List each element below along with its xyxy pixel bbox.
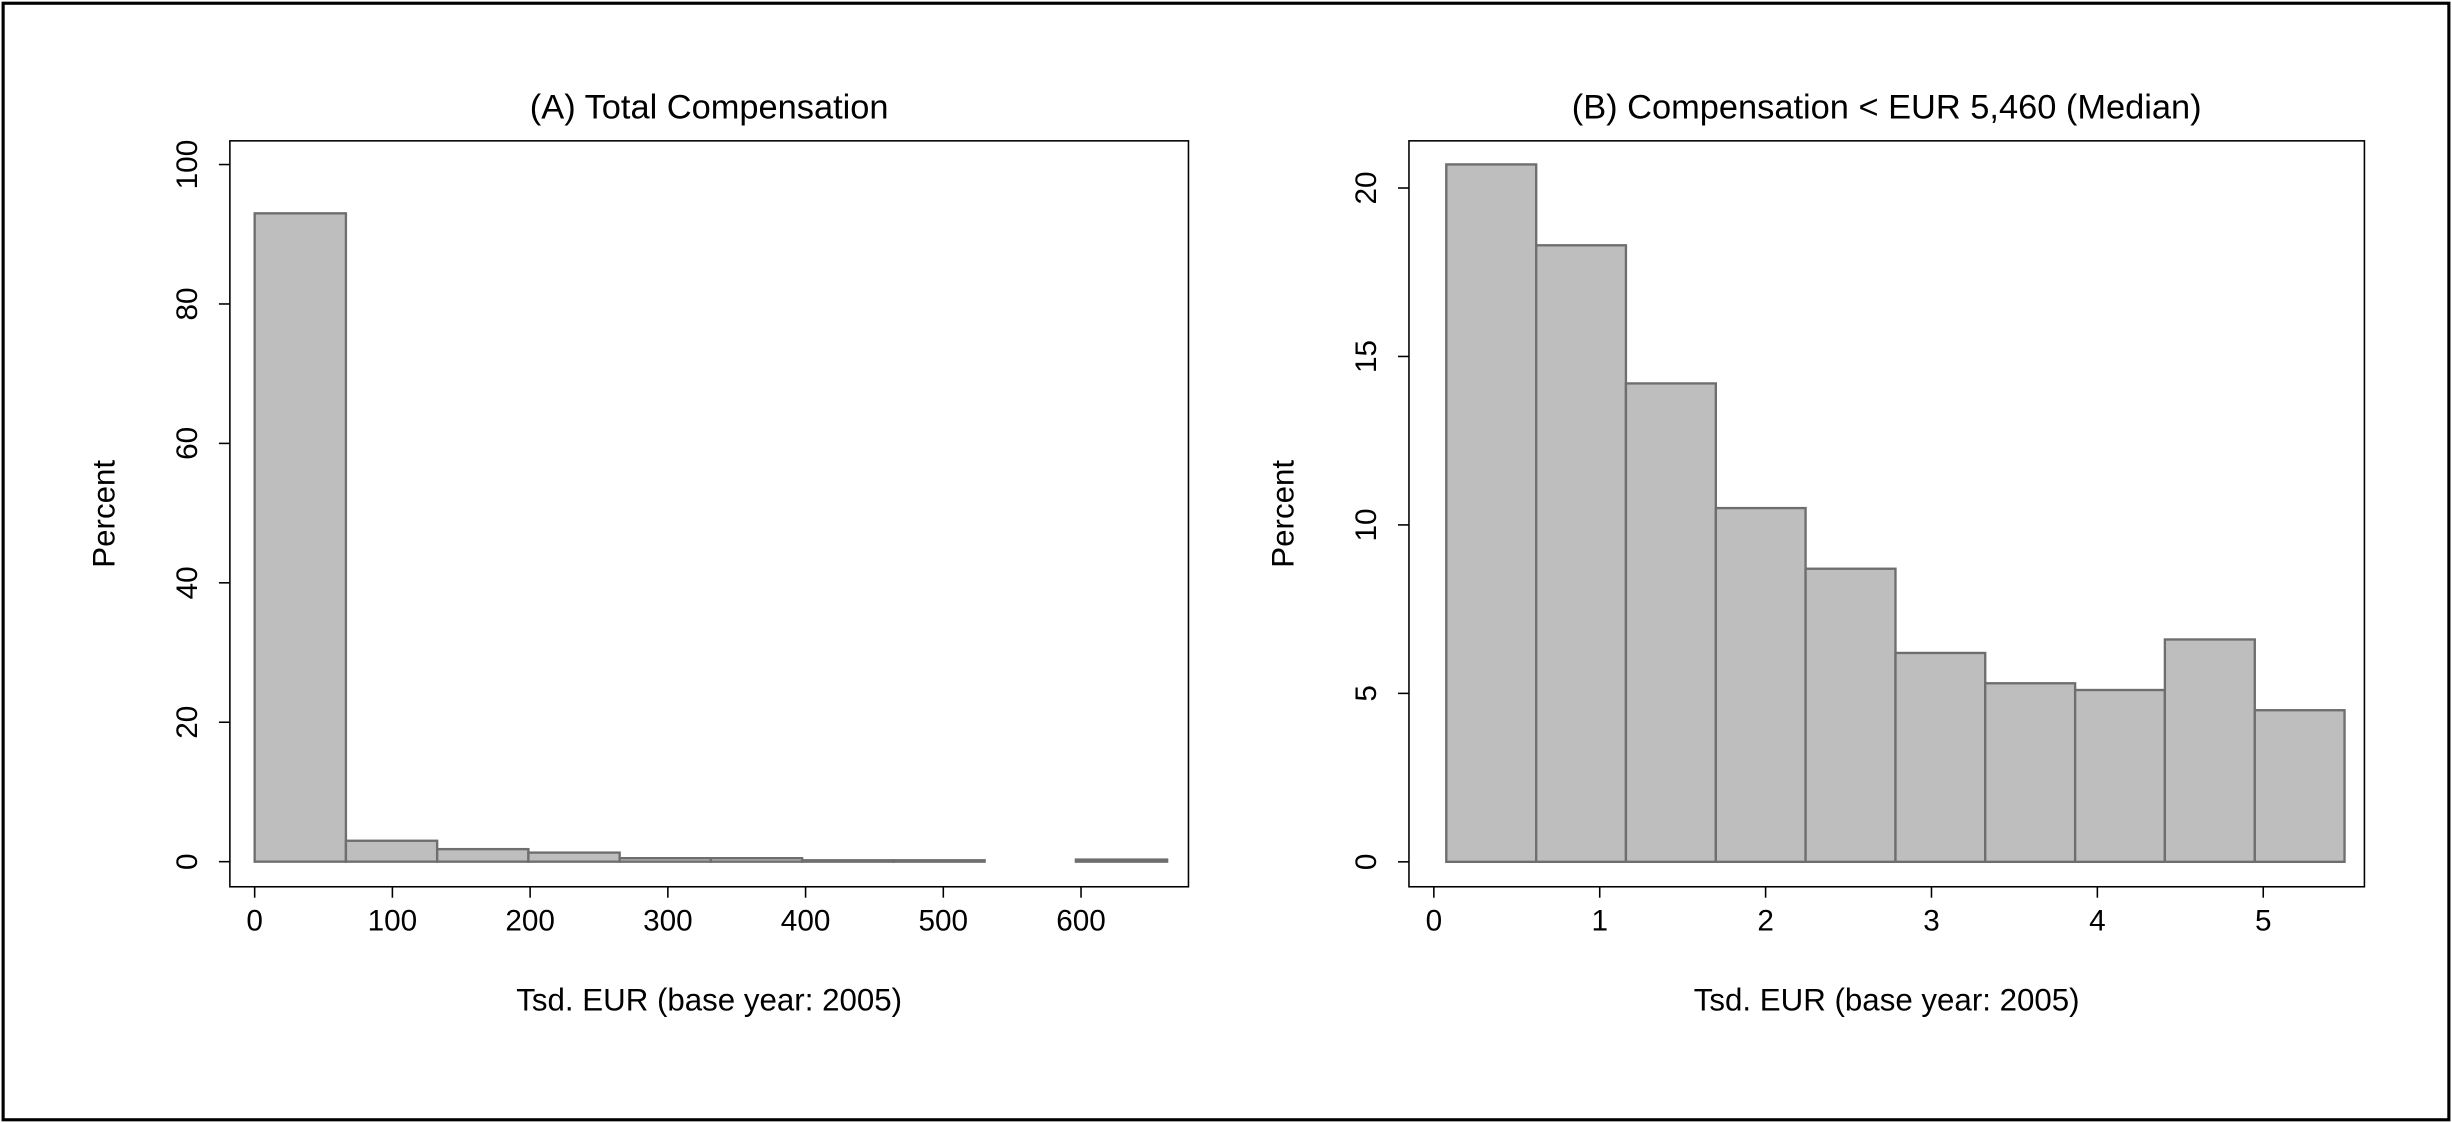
y-tick-label: 20 bbox=[1350, 171, 1383, 204]
x-axis-label: Tsd. EUR (base year: 2005) bbox=[1694, 983, 2080, 1018]
y-tick-label: 0 bbox=[171, 853, 204, 870]
bar bbox=[435, 847, 530, 863]
bar bbox=[1624, 382, 1718, 864]
bar bbox=[2073, 688, 2167, 864]
bar bbox=[800, 859, 895, 863]
y-tick-label: 15 bbox=[1350, 340, 1383, 373]
bar bbox=[344, 839, 439, 863]
x-tick-label: 600 bbox=[1056, 905, 1106, 938]
x-tick-label: 300 bbox=[643, 905, 693, 938]
bar bbox=[2163, 638, 2256, 864]
x-tick-label: 100 bbox=[368, 905, 418, 938]
y-tick-label: 20 bbox=[171, 706, 204, 739]
bar bbox=[1714, 506, 1807, 864]
x-tick-label: 500 bbox=[919, 905, 969, 938]
x-tick-label: 400 bbox=[781, 905, 831, 938]
bar bbox=[527, 851, 621, 863]
y-axis-label: Percent bbox=[87, 460, 122, 568]
x-tick-label: 1 bbox=[1591, 905, 1608, 938]
bar bbox=[253, 212, 348, 863]
bar bbox=[709, 857, 804, 863]
x-tick-label: 0 bbox=[1426, 905, 1443, 938]
bar bbox=[1894, 651, 1987, 864]
bar bbox=[2253, 709, 2346, 864]
x-tick-label: 2 bbox=[1757, 905, 1774, 938]
y-axis-label: Percent bbox=[1266, 460, 1301, 568]
bar bbox=[1074, 858, 1169, 863]
y-tick-label: 10 bbox=[1350, 508, 1383, 541]
plot-frame bbox=[1408, 140, 2366, 888]
chart-title: (B) Compensation < EUR 5,460 (Median) bbox=[1572, 89, 2202, 127]
bar bbox=[1445, 163, 1538, 864]
x-tick-label: 200 bbox=[505, 905, 555, 938]
plot-frame bbox=[229, 140, 1190, 888]
y-tick-label: 0 bbox=[1350, 854, 1383, 871]
x-tick-label: 0 bbox=[246, 905, 263, 938]
x-tick-label: 5 bbox=[2255, 905, 2272, 938]
y-tick-label: 60 bbox=[171, 427, 204, 460]
bar bbox=[1804, 567, 1897, 864]
y-tick-label: 100 bbox=[171, 140, 204, 190]
x-axis-label: Tsd. EUR (base year: 2005) bbox=[516, 983, 902, 1018]
bar bbox=[1535, 244, 1628, 864]
bar bbox=[618, 857, 713, 863]
bar bbox=[892, 859, 986, 863]
x-tick-label: 4 bbox=[2089, 905, 2106, 938]
bar bbox=[1984, 682, 2077, 864]
x-tick-label: 3 bbox=[1923, 905, 1940, 938]
y-tick-label: 80 bbox=[171, 287, 204, 320]
y-tick-label: 40 bbox=[171, 566, 204, 599]
y-tick-label: 5 bbox=[1350, 685, 1383, 702]
chart-title: (A) Total Compensation bbox=[530, 89, 889, 127]
